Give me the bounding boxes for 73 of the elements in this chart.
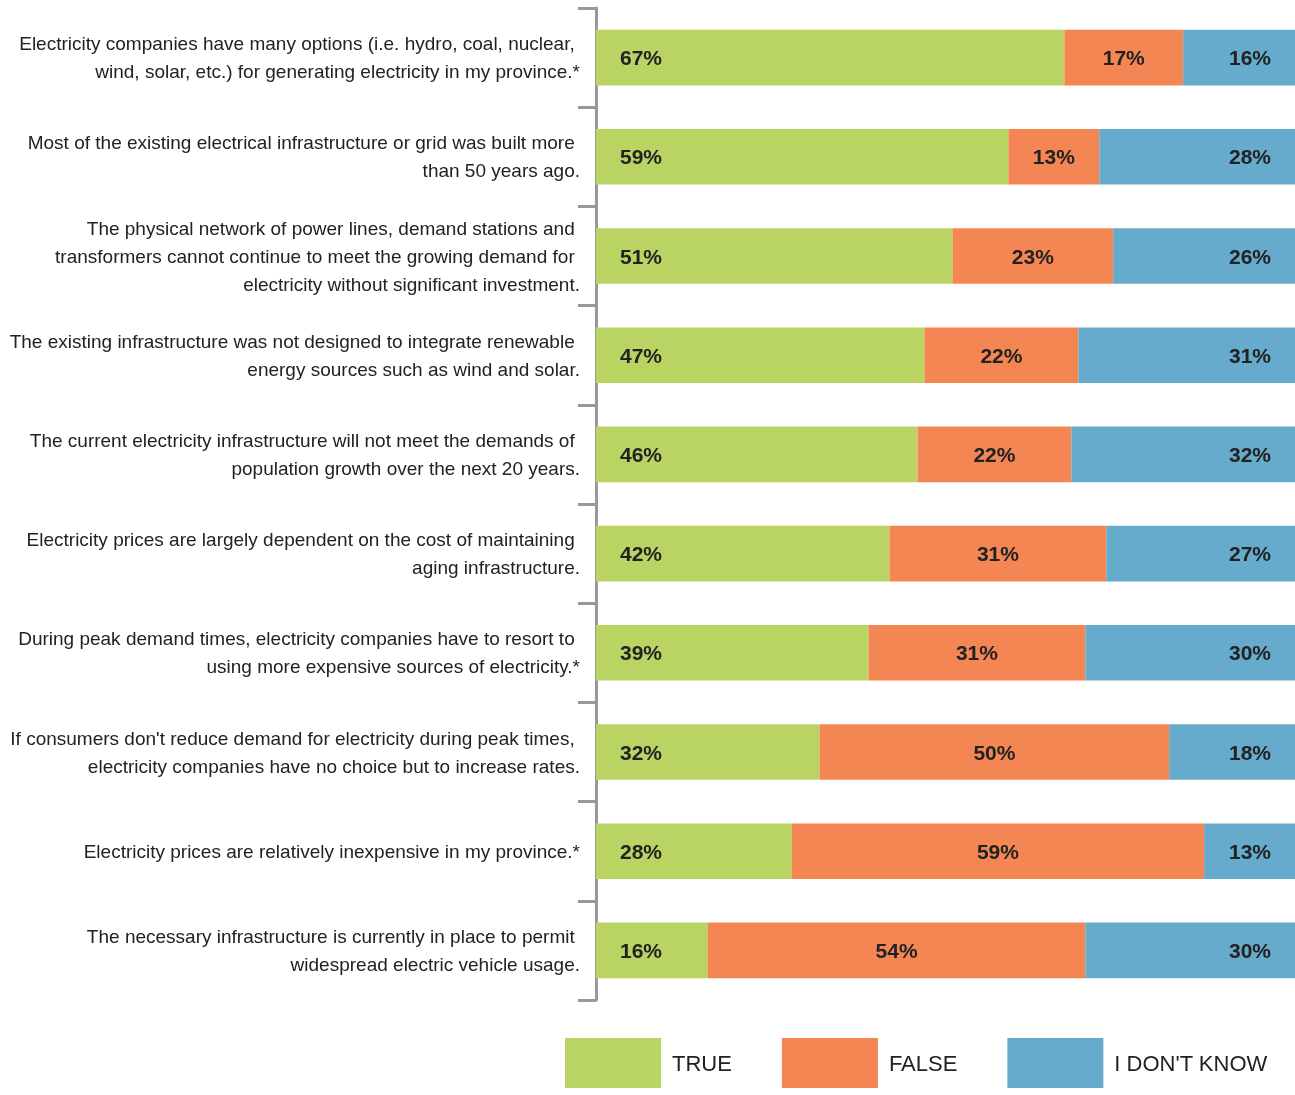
data-label: 28% xyxy=(620,839,663,863)
y-tick-label: If consumers don't reduce demand for electricity during peak times, electricity companies have no choice but to increase rates. xyxy=(10,727,580,777)
legend-label: FALSE xyxy=(888,1050,958,1076)
bar xyxy=(1106,525,1295,582)
y-tick-label: The physical network of power lines, demand stations and transformers cannot continue to meet the growing demand for electricity without significant investment. xyxy=(55,217,580,295)
bar xyxy=(596,823,792,879)
data-label: 13% xyxy=(1228,839,1272,863)
data-label: 22% xyxy=(980,343,1023,367)
data-label: 46% xyxy=(620,442,663,466)
bar xyxy=(1064,29,1184,86)
bar xyxy=(1099,129,1295,185)
legend-label: I DON'T KNOW xyxy=(1114,1050,1268,1076)
data-label: 27% xyxy=(1228,542,1272,566)
bar xyxy=(596,426,918,483)
y-tick-label: The current electricity infrastructure will not meet the demands of population growth over the next 20 years. xyxy=(29,429,580,479)
data-label: 54% xyxy=(875,938,918,962)
bar xyxy=(596,228,953,284)
data-label: 17% xyxy=(1102,46,1146,70)
data-label: 39% xyxy=(620,641,663,665)
data-label: 32% xyxy=(1228,442,1272,466)
bar xyxy=(596,625,869,681)
data-label: 28% xyxy=(1228,145,1272,169)
bar xyxy=(924,327,1079,383)
y-tick-label: Electricity prices are relatively inexpensive in my province.* xyxy=(83,840,581,862)
data-label: 18% xyxy=(1228,740,1272,764)
data-label: 42% xyxy=(620,542,663,566)
data-label: 31% xyxy=(1228,343,1272,367)
y-tick-label: Electricity prices are largely dependent on the cost of maintaining aging infrastructure. xyxy=(26,529,580,579)
y-tick-label: The necessary infrastructure is currently in place to permit widespread electric vehicle usage. xyxy=(86,925,580,975)
legend-label: TRUE xyxy=(672,1050,732,1076)
bar xyxy=(596,29,1065,86)
data-label: 31% xyxy=(955,641,999,665)
bar xyxy=(889,525,1107,582)
y-tick-label: Most of the existing electrical infrastructure or grid was built more than 50 years ago. xyxy=(27,132,580,182)
data-label: 31% xyxy=(976,542,1020,566)
data-label: 16% xyxy=(1228,46,1272,70)
data-label: 26% xyxy=(1228,244,1272,268)
bar xyxy=(596,724,820,780)
bar xyxy=(596,922,708,979)
bar xyxy=(868,625,1086,681)
bar xyxy=(1085,922,1295,979)
y-tick-label: Electricity companies have many options (i.e. hydro, coal, nuclear, wind, solar, etc.) for generating electricity in my province.* xyxy=(19,33,581,83)
bar xyxy=(1169,724,1295,780)
bar xyxy=(707,922,1086,979)
y-tick-label: The existing infrastructure was not designed to integrate renewable energy sources such as wind and solar. xyxy=(9,330,580,380)
data-label: 16% xyxy=(620,938,663,962)
bar xyxy=(1078,327,1295,383)
bar xyxy=(819,724,1170,780)
bar xyxy=(596,327,925,383)
bar xyxy=(1071,426,1295,483)
data-label: 13% xyxy=(1032,145,1076,169)
data-label: 30% xyxy=(1228,938,1272,962)
data-label: 67% xyxy=(620,46,663,70)
data-label: 59% xyxy=(976,839,1020,863)
data-label: 59% xyxy=(620,145,663,169)
bar xyxy=(1183,29,1295,86)
bar xyxy=(1085,625,1295,681)
data-label: 32% xyxy=(620,740,663,764)
data-label: 30% xyxy=(1228,641,1272,665)
data-label: 51% xyxy=(620,244,663,268)
data-label: 23% xyxy=(1011,244,1055,268)
bar xyxy=(1008,129,1100,185)
data-label: 50% xyxy=(973,740,1016,764)
data-label: 22% xyxy=(973,442,1016,466)
bar xyxy=(917,426,1072,483)
bar xyxy=(596,525,890,582)
bar xyxy=(1204,823,1295,879)
y-tick-label: During peak demand times, electricity companies have to resort to using more expensive sources of electricity.* xyxy=(18,628,581,678)
bar xyxy=(1113,228,1295,284)
bar xyxy=(596,129,1009,185)
data-label: 47% xyxy=(620,343,663,367)
bar xyxy=(952,228,1114,284)
bar xyxy=(791,823,1205,879)
